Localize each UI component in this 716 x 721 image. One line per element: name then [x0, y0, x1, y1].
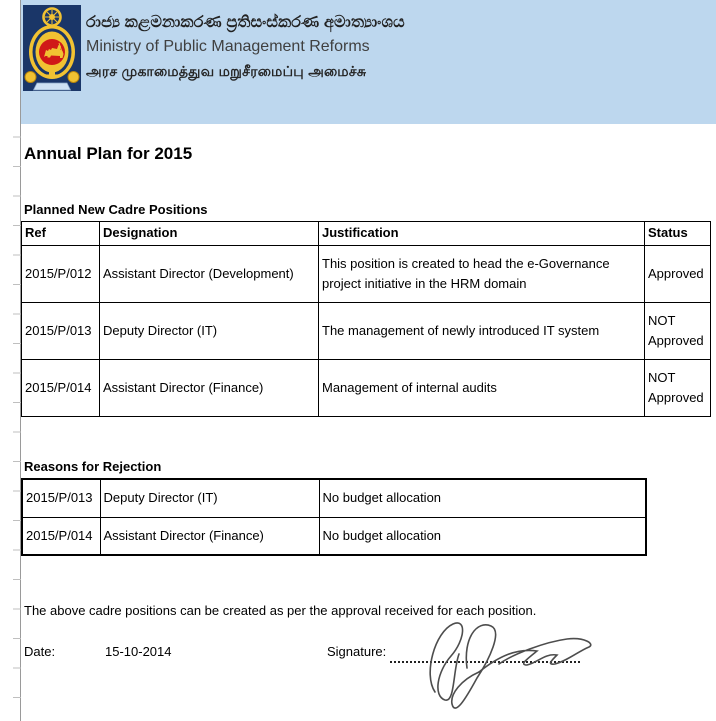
table-row: 2015/P/014 Assistant Director (Finance) … — [21, 359, 711, 417]
cell-justification: This position is created to head the e-G… — [318, 245, 645, 303]
cell-ref: 2015/P/013 — [21, 302, 100, 360]
cell-status: NOT Approved — [644, 302, 711, 360]
cell-ref: 2015/P/014 — [21, 516, 101, 556]
closing-note: The above cadre positions can be created… — [24, 603, 537, 618]
signature-label: Signature: — [327, 644, 387, 659]
ministry-name-tamil: அரச முகாமைத்துவ மறுசீரமைப்பு அமைச்சு — [86, 63, 367, 79]
row-gridline-ticks — [13, 108, 21, 721]
cell-designation: Assistant Director (Development) — [99, 245, 319, 303]
handwritten-signature — [429, 622, 592, 709]
date-value: 15-10-2014 — [105, 644, 172, 659]
table-row: 2015/P/012 Assistant Director (Developme… — [21, 245, 711, 303]
column-header-designation: Designation — [99, 221, 319, 246]
column-header-ref: Ref — [21, 221, 100, 246]
page-title: Annual Plan for 2015 — [24, 144, 193, 163]
cell-designation: Assistant Director (Finance) — [99, 516, 320, 556]
table-row: 2015/P/013 Deputy Director (IT) No budge… — [21, 478, 647, 518]
cell-justification: Management of internal audits — [318, 359, 645, 417]
ministry-name-english: Ministry of Public Management Reforms — [86, 38, 370, 55]
table-row: 2015/P/014 Assistant Director (Finance) … — [21, 516, 647, 556]
column-header-status: Status — [644, 221, 711, 246]
cell-reason: No budget allocation — [318, 478, 647, 518]
cell-ref: 2015/P/012 — [21, 245, 100, 303]
cell-designation: Assistant Director (Finance) — [99, 359, 319, 417]
signature-dotted-line — [390, 645, 580, 663]
cell-status: NOT Approved — [644, 359, 711, 417]
date-label: Date: — [24, 644, 56, 659]
section-heading-planned-cadre-positions: Planned New Cadre Positions — [24, 202, 208, 217]
cell-ref: 2015/P/013 — [21, 478, 101, 518]
column-header-justification: Justification — [318, 221, 645, 246]
cell-status: Approved — [644, 245, 711, 303]
ministry-logo — [23, 5, 81, 91]
cell-reason: No budget allocation — [318, 516, 647, 556]
ministry-name-sinhala: රාජ්‍ය කළමනාකරණ ප්‍රතිසංස්කරණ අමාත්‍යාංශ… — [86, 14, 405, 31]
cell-designation: Deputy Director (IT) — [99, 478, 320, 518]
sri-lanka-national-emblem-icon — [24, 7, 80, 91]
cell-designation: Deputy Director (IT) — [99, 302, 319, 360]
section-heading-reasons-for-rejection: Reasons for Rejection — [24, 459, 162, 474]
table-header-row: Ref Designation Justification Status — [21, 221, 711, 246]
table-row: 2015/P/013 Deputy Director (IT) The mana… — [21, 302, 711, 360]
ministry-letterhead: රාජ්‍ය කළමනාකරණ ප්‍රතිසංස්කරණ අමාත්‍යාංශ… — [21, 0, 716, 124]
cell-ref: 2015/P/014 — [21, 359, 100, 417]
rejection-reasons-table: 2015/P/013 Deputy Director (IT) No budge… — [21, 478, 647, 556]
lion-glyph — [44, 45, 64, 58]
cadre-positions-table: Ref Designation Justification Status 201… — [21, 221, 711, 417]
ministry-name-block: රාජ්‍ය කළමනාකරණ ප්‍රතිසංස්කරණ අමාත්‍යාංශ… — [86, 9, 686, 83]
cell-justification: The management of newly introduced IT sy… — [318, 302, 645, 360]
